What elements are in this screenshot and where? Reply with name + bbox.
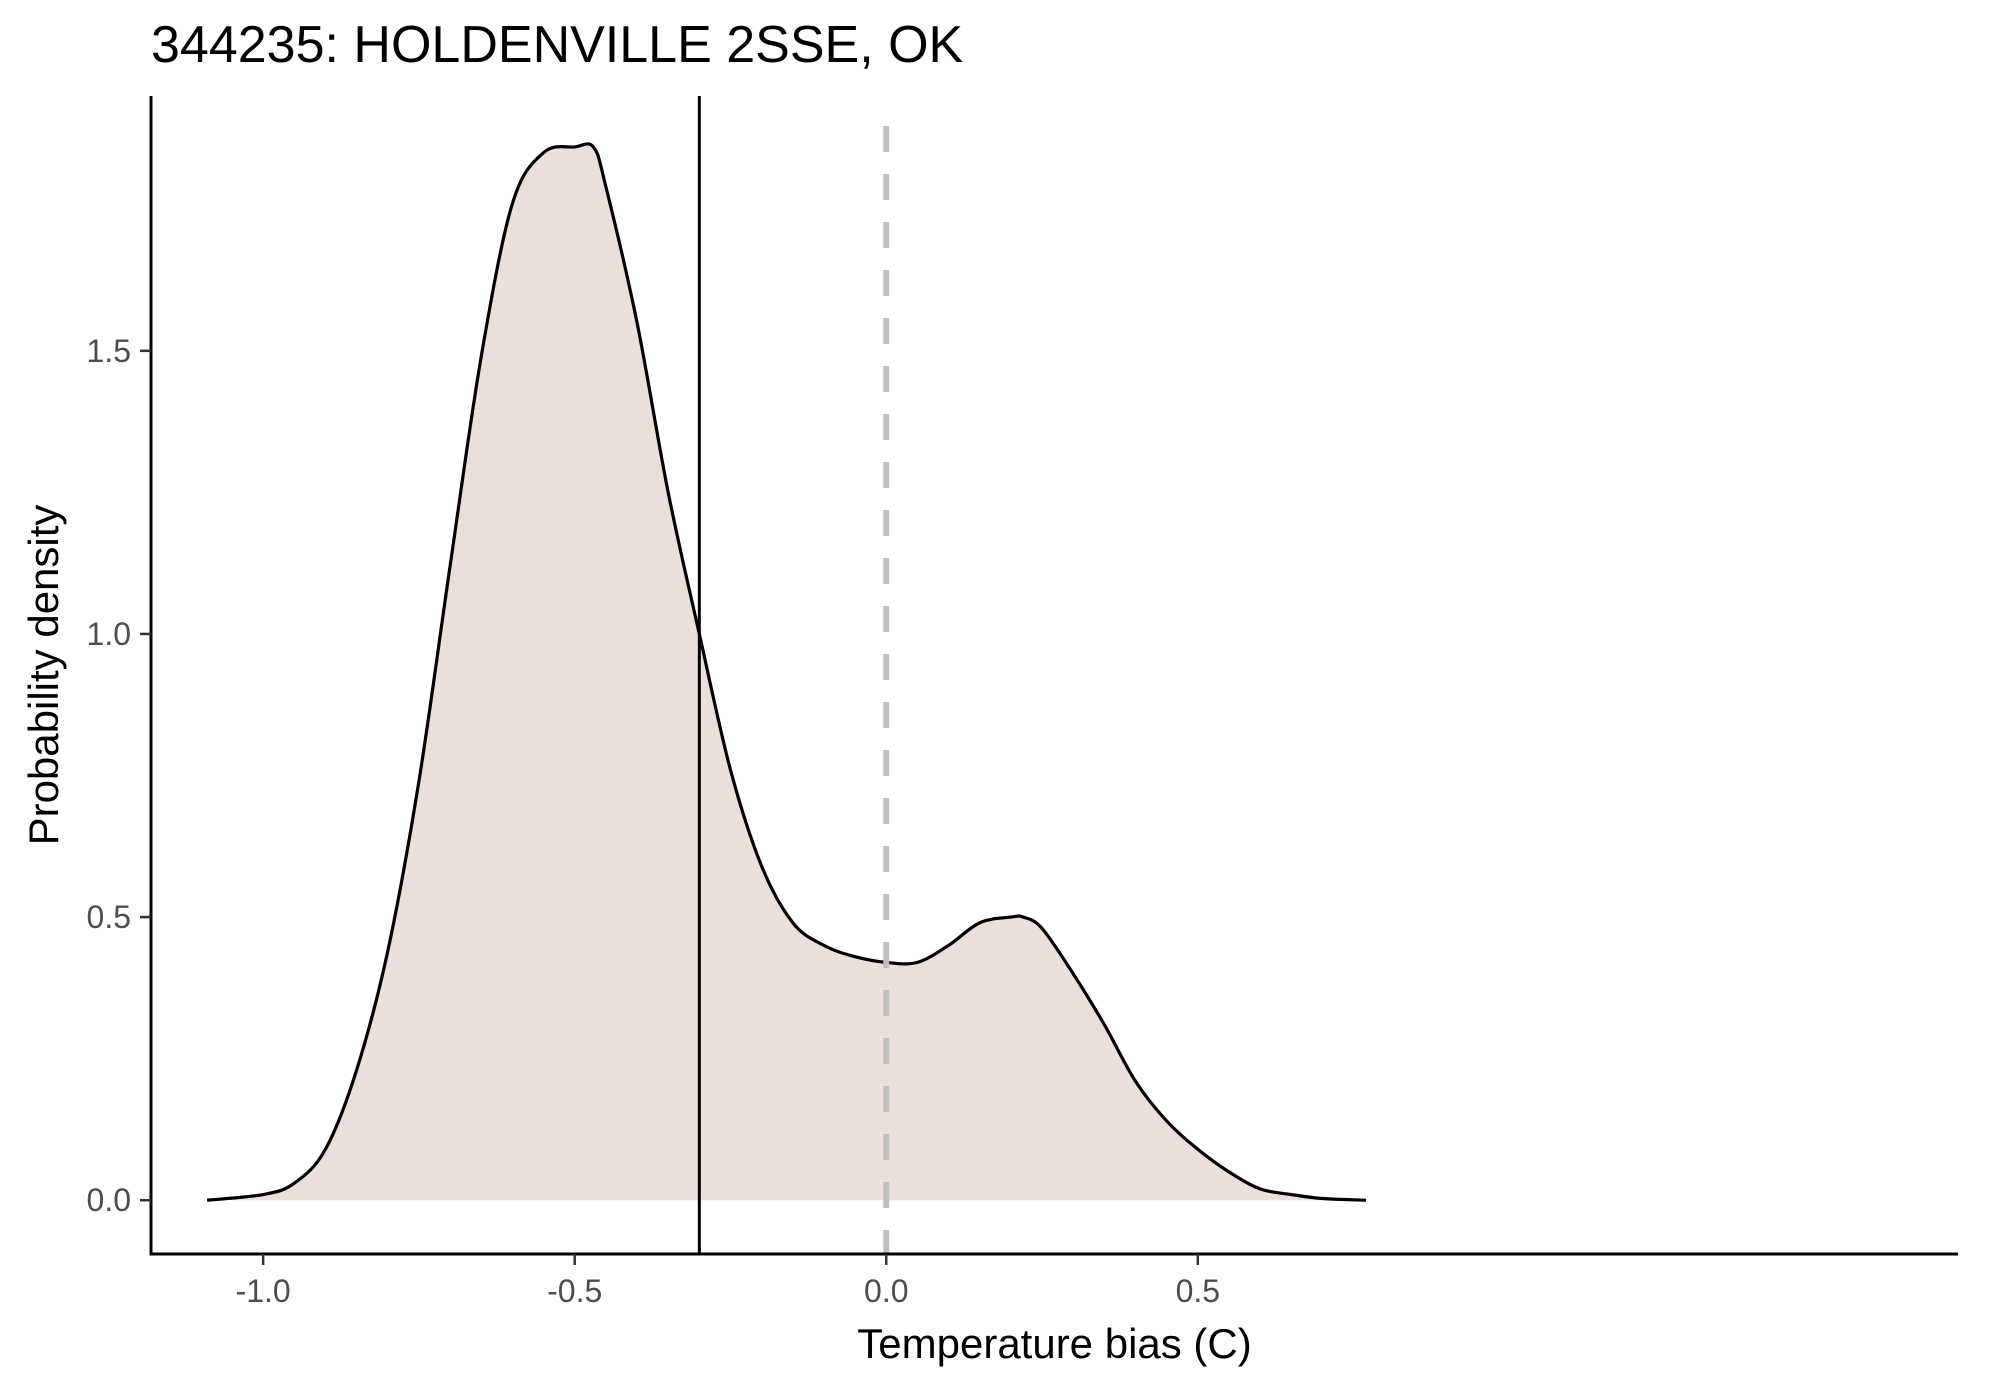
density-curve — [206, 142, 1367, 1202]
x-tick-label: -0.5 — [547, 1273, 602, 1309]
x-tick-label: -1.0 — [236, 1273, 291, 1309]
y-tick-label: 1.5 — [87, 333, 131, 369]
y-tick-label: 1.0 — [87, 616, 131, 652]
y-tick-label: 0.5 — [87, 899, 131, 935]
y-tick-label: 0.0 — [87, 1182, 131, 1218]
density-fill — [207, 143, 1367, 1201]
chart-title: 344235: HOLDENVILLE 2SSE, OK — [151, 16, 964, 74]
y-axis-title: Probability density — [20, 505, 67, 846]
x-tick-label: 0.0 — [864, 1273, 908, 1309]
x-tick-label: 0.5 — [1176, 1273, 1220, 1309]
plot-area: -1.0 -0.5 0.0 0.5 0.0 0.5 1.0 1.5 — [87, 96, 1958, 1309]
x-axis-title: Temperature bias (C) — [857, 1320, 1251, 1367]
